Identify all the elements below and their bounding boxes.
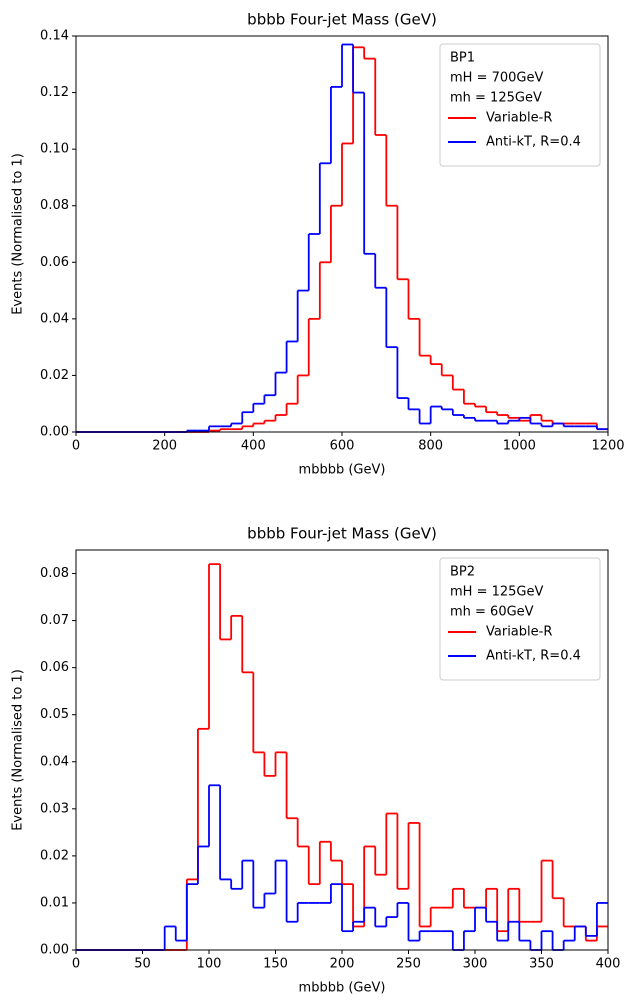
y-axis-label: Events (Normalised to 1) [11,153,26,315]
x-tick-label: 100 [197,957,222,972]
y-tick-label: 0.10 [40,142,69,157]
legend-annotation: mH = 700GeV [450,71,543,86]
x-tick-label: 150 [263,957,288,972]
x-tick-label: 200 [330,957,355,972]
y-tick-label: 0.06 [40,660,69,675]
y-tick-label: 0.08 [40,566,69,581]
x-tick-label: 0 [72,957,80,972]
x-axis-label: mbbbb (GeV) [299,463,386,478]
plot-frame [75,549,609,951]
x-tick-label: 400 [241,439,266,454]
legend-label: Variable-R [486,111,552,126]
x-tick-label: 300 [463,957,488,972]
legend-box [439,43,601,167]
x-tick-label: 1000 [503,439,536,454]
x-tick-label: 1200 [591,439,624,454]
x-tick-label: 0 [72,439,80,454]
plot-frame [75,35,609,433]
y-tick-label: 0.00 [40,425,69,440]
legend-annotation: mh = 125GeV [450,91,542,106]
legend-label: Anti-kT, R=0.4 [486,135,581,150]
y-axis-label: Events (Normalised to 1) [11,669,26,831]
chart-title: bbbb Four-jet Mass (GeV) [247,11,437,29]
y-tick-label: 0.14 [40,29,69,44]
x-tick-label: 600 [330,439,355,454]
legend-label: Anti-kT, R=0.4 [486,649,581,664]
legend-annotation: BP2 [450,565,475,580]
legend-annotation: mh = 60GeV [450,605,534,620]
legend-label: Variable-R [486,625,552,640]
y-tick-label: 0.04 [40,311,69,326]
y-tick-label: 0.02 [40,848,69,863]
x-tick-label: 50 [134,957,151,972]
y-tick-label: 0.03 [40,801,69,816]
y-tick-label: 0.04 [40,754,69,769]
legend-annotation: mH = 125GeV [450,585,543,600]
y-tick-label: 0.01 [40,895,69,910]
y-tick-label: 0.08 [40,198,69,213]
legend-box [439,557,601,681]
y-tick-label: 0.00 [40,943,69,958]
chart-title: bbbb Four-jet Mass (GeV) [247,525,437,543]
x-tick-label: 200 [152,439,177,454]
x-axis-label: mbbbb (GeV) [299,981,386,996]
y-tick-label: 0.06 [40,255,69,270]
x-tick-label: 350 [529,957,554,972]
y-tick-label: 0.05 [40,707,69,722]
x-tick-label: 400 [596,957,621,972]
y-tick-label: 0.12 [40,85,69,100]
y-tick-label: 0.02 [40,368,69,383]
x-tick-label: 250 [396,957,421,972]
legend-annotation: BP1 [450,51,475,66]
y-tick-label: 0.07 [40,613,69,628]
x-tick-label: 800 [418,439,443,454]
